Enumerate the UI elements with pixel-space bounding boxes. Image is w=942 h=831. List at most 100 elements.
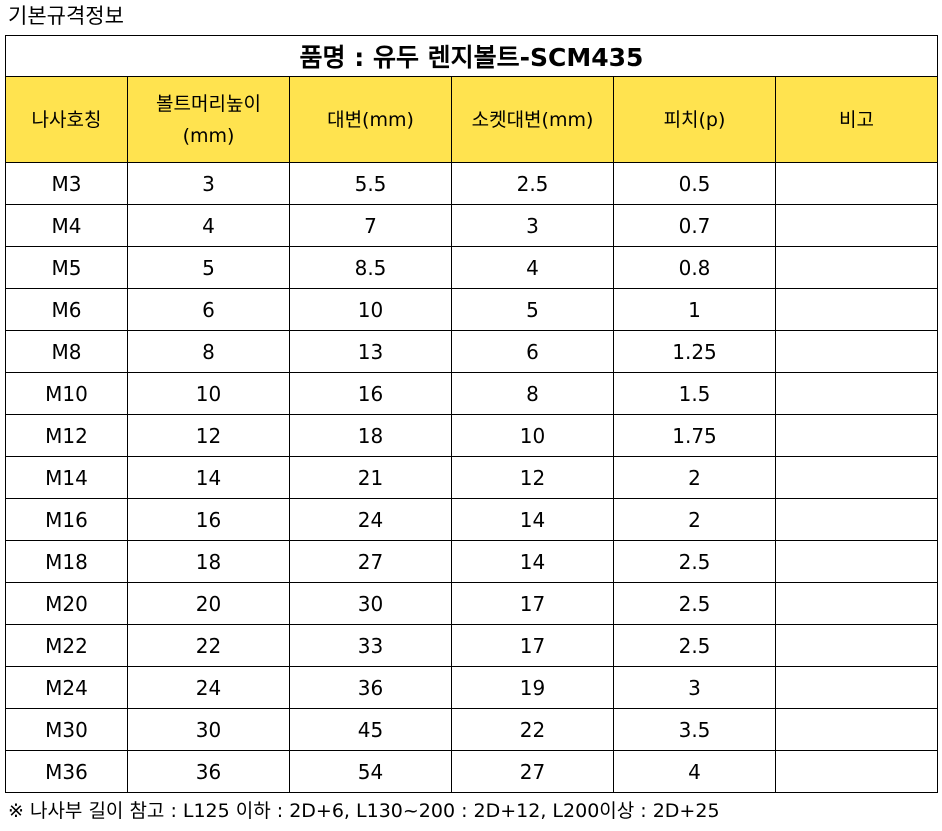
cell-thread-size: M18 [5, 540, 128, 583]
table-row: M20 20 30 17 2.5 [5, 582, 938, 625]
cell-socket-size: 10 [451, 414, 614, 457]
cell-pitch: 1.5 [613, 372, 776, 415]
cell-remarks [775, 666, 938, 709]
cell-thread-size: M8 [5, 330, 128, 373]
cell-socket-size: 27 [451, 750, 614, 793]
table-row: M10 10 16 8 1.5 [5, 372, 938, 415]
cell-width-across-flats: 24 [289, 498, 452, 541]
cell-thread-size: M5 [5, 246, 128, 289]
cell-head-height: 20 [127, 582, 290, 625]
cell-pitch: 2 [613, 498, 776, 541]
cell-pitch: 2.5 [613, 624, 776, 667]
cell-pitch: 0.5 [613, 162, 776, 205]
table-row: M16 16 24 14 2 [5, 498, 938, 541]
cell-width-across-flats: 13 [289, 330, 452, 373]
header-label: 비고 [839, 108, 874, 131]
cell-pitch: 1.25 [613, 330, 776, 373]
cell-remarks [775, 246, 938, 289]
table-row: M22 22 33 17 2.5 [5, 624, 938, 667]
cell-width-across-flats: 16 [289, 372, 452, 415]
cell-remarks [775, 162, 938, 205]
table-row: M36 36 54 27 4 [5, 750, 938, 793]
cell-head-height: 12 [127, 414, 290, 457]
cell-socket-size: 6 [451, 330, 614, 373]
cell-head-height: 18 [127, 540, 290, 583]
cell-remarks [775, 624, 938, 667]
cell-remarks [775, 204, 938, 247]
cell-remarks [775, 582, 938, 625]
cell-head-height: 24 [127, 666, 290, 709]
cell-pitch: 2 [613, 456, 776, 499]
cell-pitch: 1.75 [613, 414, 776, 457]
header-cell-thread-size: 나사호칭 [5, 76, 128, 163]
cell-width-across-flats: 5.5 [289, 162, 452, 205]
cell-width-across-flats: 36 [289, 666, 452, 709]
cell-head-height: 5 [127, 246, 290, 289]
cell-thread-size: M24 [5, 666, 128, 709]
cell-head-height: 22 [127, 624, 290, 667]
cell-thread-size: M6 [5, 288, 128, 331]
spec-table: 품명 : 유두 렌지볼트-SCM435 나사호칭 볼트머리높이 (mm) 대변(… [5, 35, 938, 793]
cell-thread-size: M3 [5, 162, 128, 205]
cell-head-height: 8 [127, 330, 290, 373]
page-heading: 기본규격정보 [8, 4, 124, 28]
table-row: M6 6 10 5 1 [5, 288, 938, 331]
cell-width-across-flats: 33 [289, 624, 452, 667]
cell-pitch: 3 [613, 666, 776, 709]
cell-width-across-flats: 18 [289, 414, 452, 457]
cell-socket-size: 14 [451, 540, 614, 583]
cell-head-height: 3 [127, 162, 290, 205]
cell-remarks [775, 330, 938, 373]
table-row: M8 8 13 6 1.25 [5, 330, 938, 373]
header-cell-head-height: 볼트머리높이 (mm) [127, 76, 290, 163]
header-row: 나사호칭 볼트머리높이 (mm) 대변(mm) 소켓대변(mm) 피치(p) 비… [5, 76, 938, 163]
cell-thread-size: M10 [5, 372, 128, 415]
cell-thread-size: M20 [5, 582, 128, 625]
cell-thread-size: M4 [5, 204, 128, 247]
cell-remarks [775, 708, 938, 751]
header-cell-remarks: 비고 [775, 76, 938, 163]
cell-head-height: 30 [127, 708, 290, 751]
cell-pitch: 4 [613, 750, 776, 793]
cell-thread-size: M36 [5, 750, 128, 793]
header-label: 볼트머리높이 [156, 92, 261, 115]
table-row: M24 24 36 19 3 [5, 666, 938, 709]
cell-head-height: 10 [127, 372, 290, 415]
product-title: 품명 : 유두 렌지볼트-SCM435 [5, 35, 938, 77]
cell-remarks [775, 288, 938, 331]
cell-thread-size: M16 [5, 498, 128, 541]
header-label: 대변(mm) [327, 108, 414, 131]
cell-head-height: 14 [127, 456, 290, 499]
cell-width-across-flats: 10 [289, 288, 452, 331]
table-row: M4 4 7 3 0.7 [5, 204, 938, 247]
cell-pitch: 3.5 [613, 708, 776, 751]
title-row: 품명 : 유두 렌지볼트-SCM435 [5, 35, 938, 77]
cell-remarks [775, 750, 938, 793]
cell-width-across-flats: 54 [289, 750, 452, 793]
cell-socket-size: 17 [451, 582, 614, 625]
cell-pitch: 0.8 [613, 246, 776, 289]
cell-remarks [775, 498, 938, 541]
cell-width-across-flats: 27 [289, 540, 452, 583]
header-label: 소켓대변(mm) [471, 108, 594, 131]
cell-socket-size: 17 [451, 624, 614, 667]
table-row: M3 3 5.5 2.5 0.5 [5, 162, 938, 205]
cell-socket-size: 3 [451, 204, 614, 247]
cell-socket-size: 5 [451, 288, 614, 331]
cell-pitch: 0.7 [613, 204, 776, 247]
cell-pitch: 2.5 [613, 540, 776, 583]
cell-thread-size: M12 [5, 414, 128, 457]
cell-head-height: 16 [127, 498, 290, 541]
cell-remarks [775, 540, 938, 583]
cell-socket-size: 22 [451, 708, 614, 751]
cell-pitch: 1 [613, 288, 776, 331]
cell-width-across-flats: 8.5 [289, 246, 452, 289]
cell-socket-size: 2.5 [451, 162, 614, 205]
cell-width-across-flats: 30 [289, 582, 452, 625]
cell-head-height: 36 [127, 750, 290, 793]
table-row: M30 30 45 22 3.5 [5, 708, 938, 751]
cell-head-height: 4 [127, 204, 290, 247]
table-row: M14 14 21 12 2 [5, 456, 938, 499]
table-row: M12 12 18 10 1.75 [5, 414, 938, 457]
cell-thread-size: M30 [5, 708, 128, 751]
